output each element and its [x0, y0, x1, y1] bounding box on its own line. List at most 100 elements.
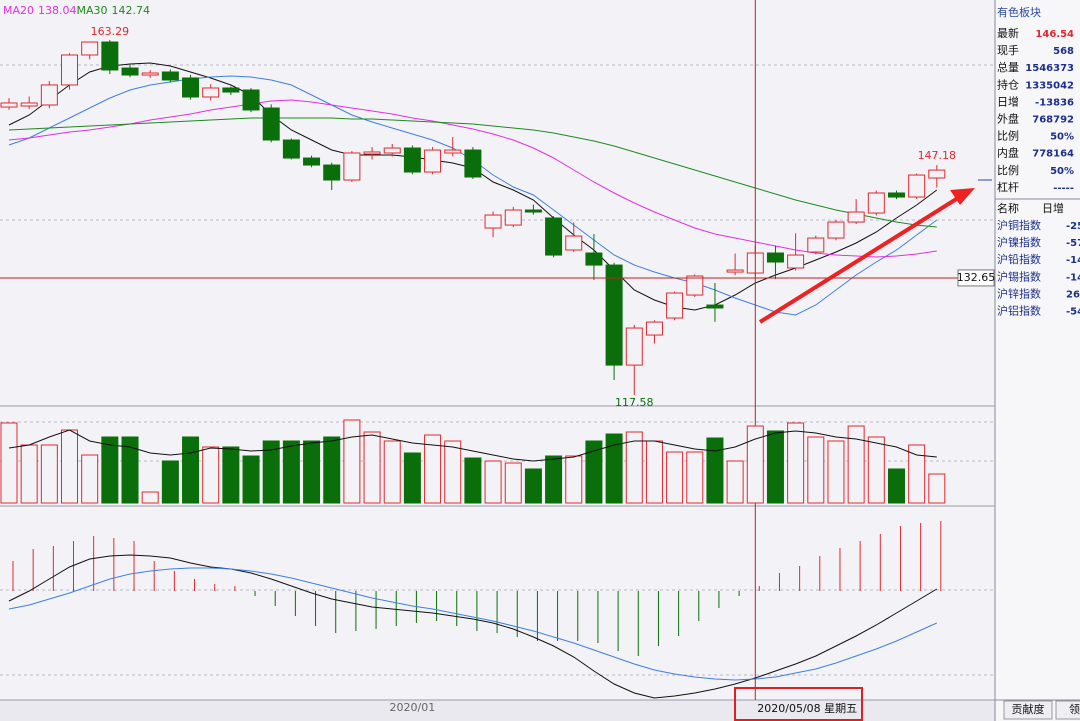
indicator-line — [8, 554, 938, 699]
volume-bar — [686, 451, 704, 504]
table-name[interactable]: 沪镍指数 — [997, 235, 1041, 249]
table-header: 日增 — [1042, 201, 1064, 215]
candle-body — [363, 151, 381, 155]
volume-bar — [121, 436, 139, 504]
table-name[interactable]: 沪铝指数 — [997, 304, 1041, 318]
volume-bar — [887, 468, 905, 504]
candle-body — [343, 152, 361, 181]
table-name[interactable]: 沪锌指数 — [997, 286, 1041, 300]
volume-bar — [81, 454, 99, 504]
tab[interactable] — [1003, 700, 1053, 720]
quote-label: 比例 — [997, 163, 1019, 177]
volume-bar — [262, 440, 280, 504]
volume-bar — [787, 422, 805, 504]
tab[interactable] — [1055, 700, 1080, 720]
volume-bar — [645, 440, 663, 504]
quote-value: 146.54 — [1035, 29, 1074, 40]
volume-bar — [343, 419, 361, 504]
legend-name: MA20 — [3, 4, 34, 17]
volume-bar — [383, 440, 401, 504]
candle-body — [766, 252, 784, 263]
tab-label[interactable]: 领涨 — [1069, 703, 1080, 716]
table-header: 名称 — [997, 201, 1019, 215]
quote-value: ----- — [1053, 183, 1074, 194]
candle-body — [847, 211, 865, 223]
candle-body — [262, 107, 280, 141]
candle-body — [0, 102, 18, 108]
volume-bar — [0, 422, 18, 504]
tab-label[interactable]: 贡献度 — [1012, 702, 1045, 716]
candle-body — [625, 327, 643, 366]
x-tick-label: 2020/01 — [390, 701, 436, 714]
candle-body — [686, 275, 704, 296]
candle-body — [40, 84, 58, 106]
volume-bar — [867, 436, 885, 504]
quote-value: 768792 — [1032, 115, 1074, 126]
volume-bar — [807, 436, 825, 504]
volume-bar — [565, 455, 583, 504]
volume-bar — [403, 452, 421, 504]
indicator-line — [8, 99, 937, 258]
last-label: 147.18 — [918, 149, 957, 162]
candle-body — [383, 147, 401, 154]
quote-label: 杠杆 — [997, 180, 1019, 194]
volume-bar — [666, 451, 684, 504]
quote-label: 比例 — [997, 129, 1019, 143]
table-name[interactable]: 沪铅指数 — [997, 252, 1041, 266]
volume-bar — [363, 431, 381, 504]
volume-bar — [928, 473, 946, 504]
volume-bar — [424, 434, 442, 504]
volume-bar — [282, 440, 300, 504]
candle-body — [666, 292, 684, 319]
quote-value: 1546373 — [1025, 63, 1074, 74]
crosshair-price-box — [957, 269, 995, 287]
volume-bar — [202, 446, 220, 504]
candle-body — [303, 157, 321, 166]
candle-body — [726, 269, 744, 273]
candle-body — [424, 149, 442, 173]
volume-bar — [141, 491, 159, 504]
quote-value: 778164 — [1032, 149, 1074, 160]
crosshair-date: 2020/05/08 星期五 — [757, 702, 857, 715]
volume-bar — [303, 440, 321, 504]
candle-body — [141, 72, 159, 76]
time-axis-bar — [0, 700, 995, 721]
candle-body — [81, 41, 99, 56]
quote-label: 日增 — [997, 94, 1019, 108]
quote-value: 50% — [1050, 166, 1074, 177]
candle-body — [242, 89, 260, 111]
volume-bar — [40, 444, 58, 504]
quote-value: 568 — [1053, 46, 1074, 57]
quote-label: 内盘 — [997, 146, 1019, 160]
indicator-line — [8, 567, 938, 681]
table-value: -546 — [1066, 307, 1080, 318]
legend-name: MA30 — [77, 4, 108, 17]
legend-value: 142.74 — [112, 4, 151, 17]
volume-bar — [323, 436, 341, 504]
quote-label: 最新 — [997, 26, 1019, 40]
volume-bar — [605, 433, 623, 504]
candle-body — [827, 221, 845, 239]
candle-body — [504, 209, 522, 226]
volume-bar — [908, 444, 926, 504]
candle-body — [323, 164, 341, 181]
candle-body — [444, 149, 462, 154]
volume-bar — [545, 455, 563, 504]
indicator-line — [8, 117, 937, 228]
volume-bar — [61, 429, 79, 504]
candle-body — [182, 77, 200, 98]
volume-bar — [827, 440, 845, 504]
candle-body — [605, 264, 623, 366]
table-name[interactable]: 沪铜指数 — [997, 218, 1041, 232]
table-value: -575 — [1066, 238, 1080, 249]
candle-body — [222, 87, 240, 93]
volume-bar — [20, 444, 38, 504]
candle-body — [787, 254, 805, 269]
volume-bar — [746, 425, 764, 504]
volume-bar — [242, 455, 260, 504]
candle-body — [545, 217, 563, 256]
table-name[interactable]: 沪锡指数 — [997, 269, 1041, 283]
table-value: -144 — [1066, 255, 1080, 266]
